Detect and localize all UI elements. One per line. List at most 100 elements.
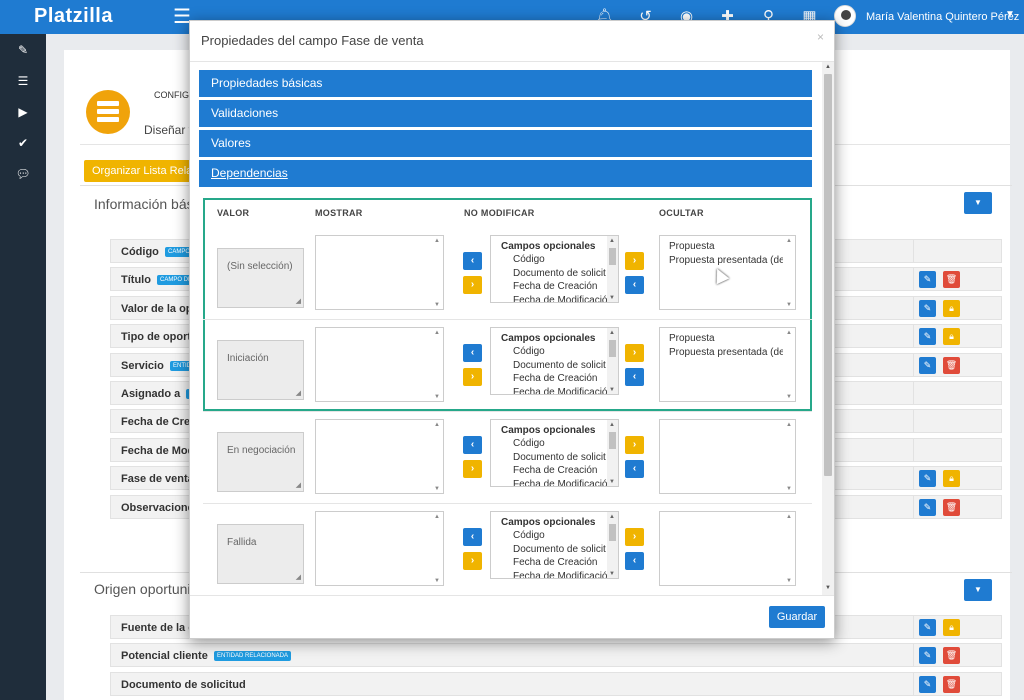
scroll-up-icon[interactable]: ▲ [786,330,792,336]
list-option[interactable]: Fecha de Creación [513,281,598,293]
move-left-button[interactable]: ‹ [625,276,644,294]
play-icon[interactable]: ▶ [18,105,28,119]
list-option[interactable]: Propuesta [669,333,715,344]
scroll-up-icon[interactable]: ▲ [434,514,440,520]
scroll-up-icon[interactable]: ▲ [825,64,831,70]
trash-icon[interactable]: 🗑︎ [943,271,960,289]
section-dropdown-button[interactable]: ▼ [964,579,992,601]
list-scrollbar[interactable]: ▲ ▼ [784,512,795,585]
scroll-down-icon[interactable]: ▼ [786,486,792,492]
list-option[interactable]: Código [513,254,545,265]
move-left-button[interactable]: ‹ [463,344,482,362]
scroll-thumb[interactable] [609,248,616,265]
chat-icon[interactable]: 💬︎ [15,167,31,181]
user-name[interactable]: María Valentina Quintero Pérez [866,11,1020,23]
list-scrollbar[interactable]: ▲ ▼ [432,512,443,585]
scroll-down-icon[interactable]: ▼ [434,486,440,492]
list-scrollbar[interactable]: ▲ ▼ [432,420,443,493]
scroll-thumb[interactable] [609,524,616,541]
list-option[interactable]: Fecha de Creación [513,465,598,477]
show-fields-list[interactable]: ▲ ▼ [315,327,444,402]
list-option[interactable]: Fecha de Creación [513,373,598,385]
no-modify-fields-list[interactable]: Campos opcionales Código Documento de soli… [490,419,619,487]
close-icon[interactable]: × [817,30,825,44]
trash-icon[interactable]: 🗑︎ [943,675,960,693]
list-option[interactable]: Documento de solicit [513,359,606,371]
scroll-thumb[interactable] [609,432,616,449]
scroll-down-icon[interactable]: ▼ [434,302,440,308]
edit-icon[interactable]: ✎ [919,470,936,488]
show-fields-list[interactable]: ▲ ▼ [315,511,444,586]
move-left-button[interactable]: ‹ [625,368,644,386]
accordion-values[interactable]: Valores [199,130,812,157]
edit-icon[interactable]: ✎ [17,43,29,57]
accordion-basic-properties[interactable]: Propiedades básicas [199,70,812,97]
edit-icon[interactable]: ✎ [919,498,936,516]
list-option[interactable]: Fecha de Modificació [513,294,608,303]
hide-fields-list[interactable]: Propuesta Propuesta presentada (de ▲ ▼ [659,327,796,402]
avatar[interactable] [834,5,856,27]
scroll-up-icon[interactable]: ▲ [786,514,792,520]
no-modify-fields-list[interactable]: Campos opcionales Código Documento de soli… [490,511,619,579]
scroll-up-icon[interactable]: ▲ [434,330,440,336]
section-dropdown-button[interactable]: ▼ [964,192,992,214]
edit-icon[interactable]: ✎ [919,619,936,636]
save-button[interactable]: Guardar [769,606,825,628]
scroll-up-icon[interactable]: ▲ [609,238,615,244]
list-option[interactable]: Propuesta [669,241,715,252]
resize-grip-icon[interactable]: ◢ [295,482,301,489]
list-scrollbar[interactable]: ▲ ▼ [784,236,795,309]
move-left-button[interactable]: ‹ [463,252,482,270]
scroll-down-icon[interactable]: ▼ [786,302,792,308]
hide-fields-list[interactable]: ▲ ▼ [659,511,796,586]
list-option[interactable]: Fecha de Modificació [513,478,608,487]
list-option[interactable]: Fecha de Creación [513,557,598,569]
list-scrollbar[interactable]: ▲ ▼ [784,328,795,401]
scroll-down-icon[interactable]: ▼ [786,578,792,584]
list-option[interactable]: Propuesta presentada (de [669,254,783,266]
scroll-up-icon[interactable]: ▲ [434,422,440,428]
hide-fields-list[interactable]: Propuesta Propuesta presentada (de ▲ ▼ [659,235,796,310]
resize-grip-icon[interactable]: ◢ [295,390,301,397]
edit-icon[interactable]: ✎ [919,328,936,346]
scroll-down-icon[interactable]: ▼ [434,394,440,400]
edit-icon[interactable]: ✎ [919,271,936,289]
scroll-up-icon[interactable]: ▲ [609,422,615,428]
move-right-button[interactable]: › [625,252,644,270]
organize-list-button[interactable]: Organizar Lista Relacion [84,160,221,182]
resize-grip-icon[interactable]: ◢ [295,298,301,305]
scroll-down-icon[interactable]: ▼ [609,571,615,577]
list-option[interactable]: Código [513,438,545,449]
list-scrollbar[interactable]: ▲ ▼ [607,420,618,486]
move-right-button[interactable]: › [625,528,644,546]
list-option[interactable]: Fecha de Modificació [513,570,608,579]
scroll-up-icon[interactable]: ▲ [609,330,615,336]
scroll-thumb[interactable] [824,74,832,476]
no-modify-fields-list[interactable]: Campos opcionales Código Documento de soli… [490,235,619,303]
trash-icon[interactable]: 🗑︎ [943,498,960,516]
scroll-up-icon[interactable]: ▲ [786,238,792,244]
edit-icon[interactable]: ✎ [919,675,936,693]
list-scrollbar[interactable]: ▲ ▼ [607,236,618,302]
move-left-button[interactable]: ‹ [463,528,482,546]
list-option[interactable]: Código [513,346,545,357]
move-right-button[interactable]: › [625,344,644,362]
show-fields-list[interactable]: ▲ ▼ [315,235,444,310]
scroll-down-icon[interactable]: ▼ [609,295,615,301]
scroll-up-icon[interactable]: ▲ [786,422,792,428]
hide-fields-list[interactable]: ▲ ▼ [659,419,796,494]
scroll-down-icon[interactable]: ▼ [825,585,831,591]
list-option[interactable]: Documento de solicit [513,267,606,279]
no-modify-fields-list[interactable]: Campos opcionales Código Documento de soli… [490,327,619,395]
hamburger-icon[interactable]: ☰ [173,6,191,28]
scroll-up-icon[interactable]: ▲ [434,238,440,244]
search-icon[interactable]: ⚲ [763,8,774,25]
list-option[interactable]: Documento de solicit [513,451,606,463]
list-icon[interactable]: ☰ [17,74,29,88]
scroll-down-icon[interactable]: ▼ [609,479,615,485]
list-scrollbar[interactable]: ▲ ▼ [432,236,443,309]
list-option[interactable]: Documento de solicit [513,543,606,555]
scroll-down-icon[interactable]: ▼ [786,394,792,400]
list-scrollbar[interactable]: ▲ ▼ [607,328,618,394]
edit-icon[interactable]: ✎ [919,647,936,665]
